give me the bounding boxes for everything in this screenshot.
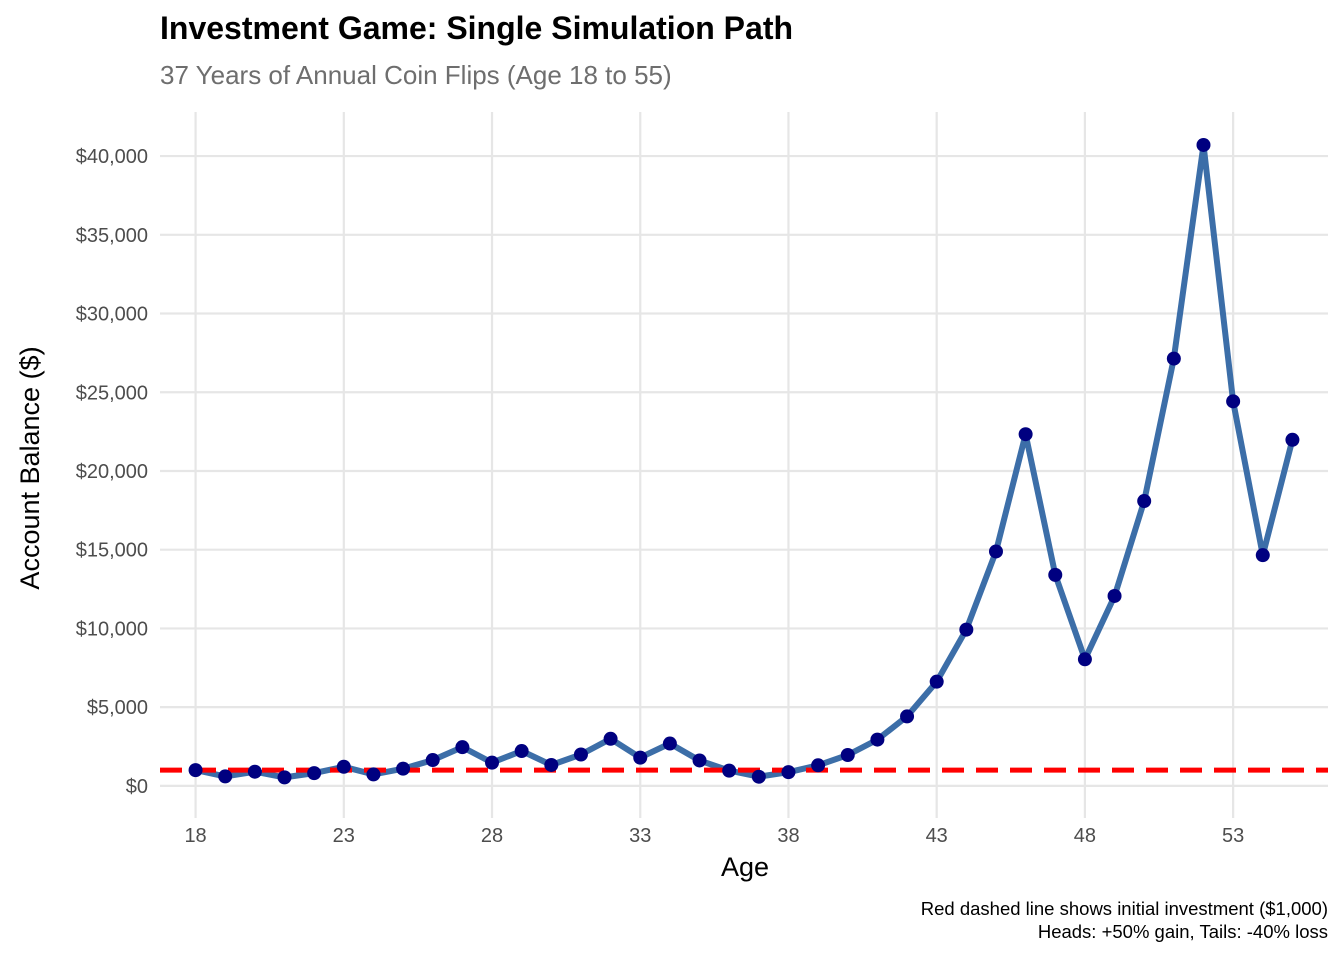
y-axis-label: Account Balance ($) (15, 346, 45, 589)
y-tick-label: $40,000 (76, 146, 148, 168)
data-point (544, 757, 559, 772)
data-point (425, 753, 440, 768)
y-tick-label: $15,000 (76, 540, 148, 562)
chart-subtitle: 37 Years of Annual Coin Flips (Age 18 to… (160, 60, 672, 90)
data-point (396, 761, 411, 776)
caption-line-2: Heads: +50% gain, Tails: -40% loss (1037, 921, 1328, 942)
y-tick-label: $5,000 (87, 697, 148, 719)
data-point (485, 755, 500, 770)
x-tick-label: 18 (184, 825, 206, 847)
data-point (573, 747, 588, 762)
chart-title: Investment Game: Single Simulation Path (160, 10, 794, 46)
data-point (722, 763, 737, 778)
data-point (1196, 137, 1211, 152)
data-point (1285, 432, 1300, 447)
data-point (1077, 652, 1092, 667)
x-tick-label: 53 (1222, 825, 1244, 847)
series-line-group (192, 142, 1296, 781)
data-point (188, 763, 203, 778)
data-point (1018, 427, 1033, 442)
data-point (840, 748, 855, 763)
data-point (514, 744, 529, 759)
y-tick-label: $10,000 (76, 618, 148, 640)
y-tick-label: $20,000 (76, 461, 148, 483)
data-point (277, 770, 292, 785)
data-point (247, 764, 262, 779)
data-point (1226, 394, 1241, 409)
x-tick-label: 38 (777, 825, 799, 847)
data-point (1255, 548, 1270, 563)
data-point (751, 769, 766, 784)
x-axis-label: Age (721, 852, 769, 882)
data-point (455, 740, 470, 755)
grid-lines (160, 112, 1328, 818)
x-tick-label: 33 (629, 825, 651, 847)
x-tick-label: 43 (926, 825, 948, 847)
data-point (781, 765, 796, 780)
y-axis-ticks: $0 $5,000 $10,000 $15,000 $20,000 $25,000 $30,… (76, 146, 148, 798)
data-point (900, 709, 915, 724)
data-point (929, 674, 944, 689)
y-tick-label: $30,000 (76, 304, 148, 326)
data-point (603, 731, 618, 746)
data-point (959, 622, 974, 637)
data-point (692, 753, 707, 768)
data-point (1166, 351, 1181, 366)
x-tick-label: 28 (481, 825, 503, 847)
data-point (811, 758, 826, 773)
data-point (662, 736, 677, 751)
data-point (1137, 494, 1152, 509)
y-tick-label: $35,000 (76, 225, 148, 247)
x-tick-label: 48 (1074, 825, 1096, 847)
data-point (1048, 567, 1063, 582)
y-tick-label: $25,000 (76, 382, 148, 404)
caption-line-1: Red dashed line shows initial investment… (920, 898, 1328, 919)
series-line (192, 142, 1296, 781)
data-point (336, 759, 351, 774)
x-axis-ticks: 18 23 28 33 38 43 48 53 (184, 825, 1244, 847)
data-point (870, 732, 885, 747)
data-point (218, 769, 233, 784)
data-point (633, 750, 648, 765)
data-point (307, 766, 322, 781)
y-tick-label: $0 (126, 776, 148, 798)
data-point (988, 544, 1003, 559)
series-points-group (188, 137, 1300, 785)
data-point (1107, 588, 1122, 603)
data-point (366, 767, 381, 782)
x-tick-label: 23 (333, 825, 355, 847)
